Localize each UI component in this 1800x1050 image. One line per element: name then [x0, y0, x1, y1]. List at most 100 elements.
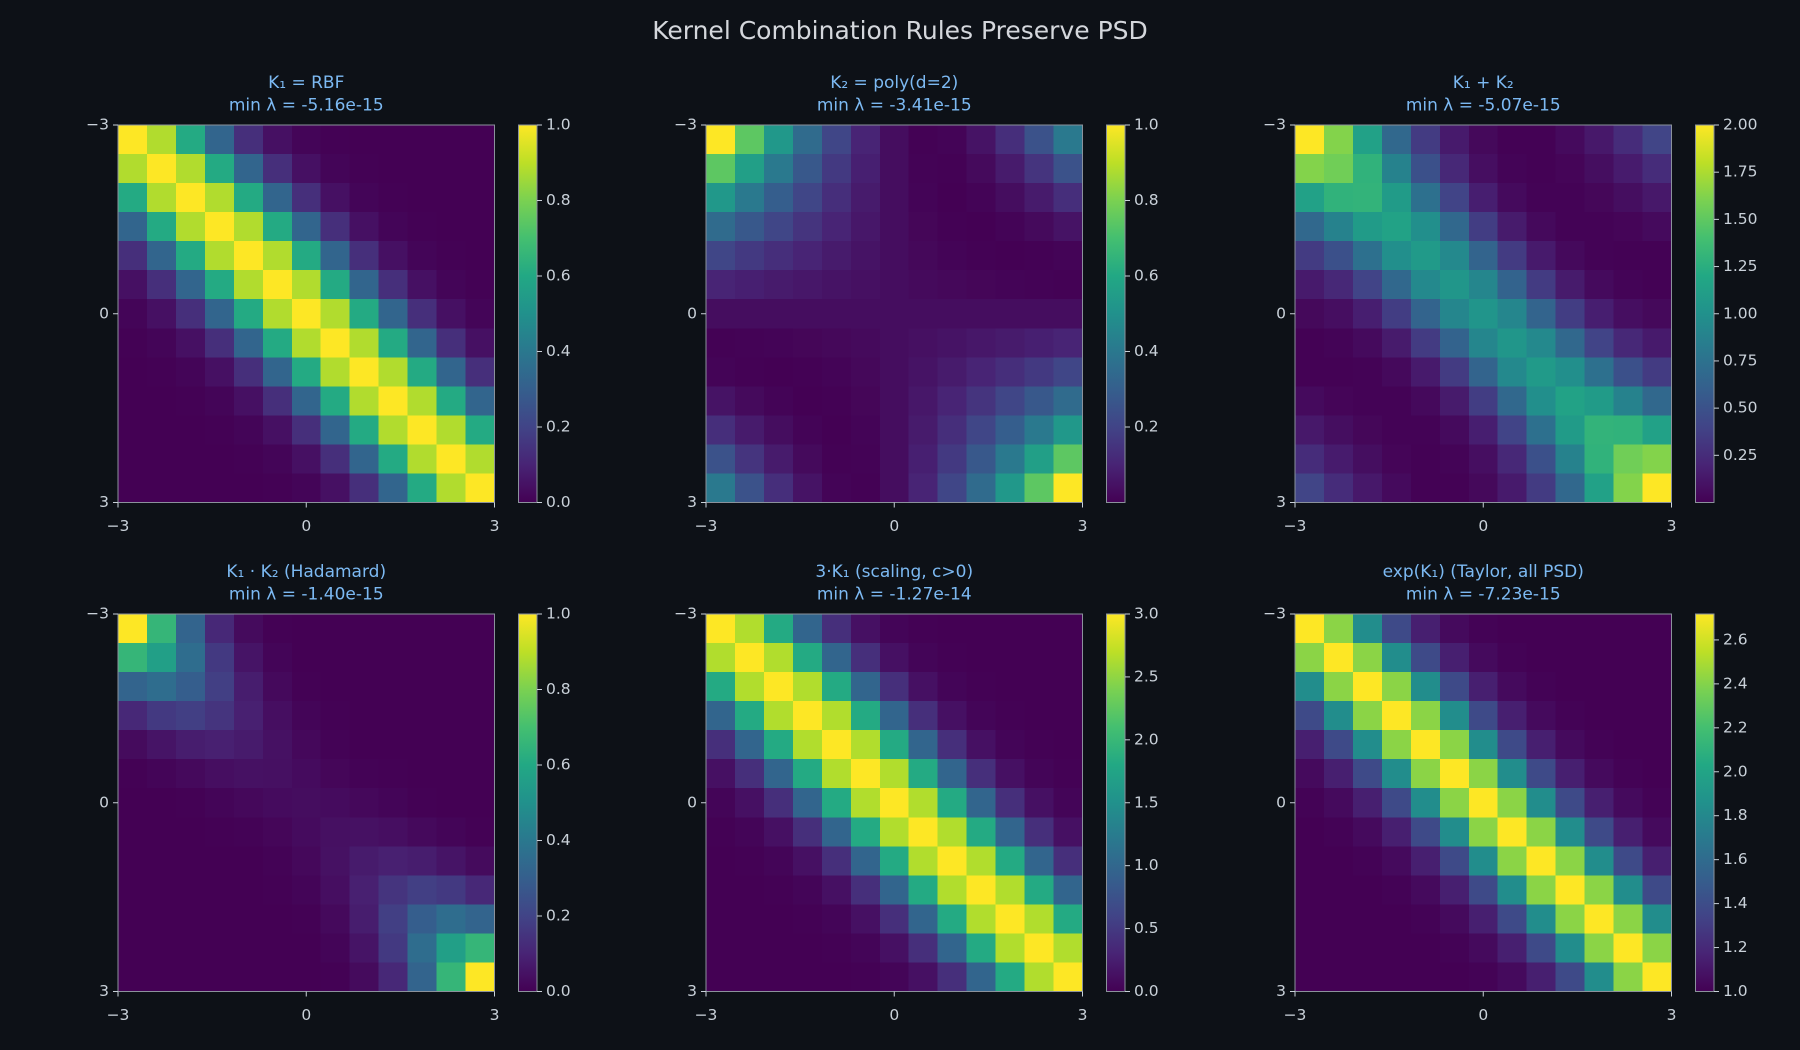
- heatmap-cell: [320, 875, 351, 905]
- heatmap-cell: [1613, 614, 1644, 644]
- heatmap-cell: [1642, 759, 1673, 789]
- heatmap-cell: [966, 299, 997, 329]
- heatmap-cell: [850, 154, 881, 184]
- heatmap-cell: [291, 614, 322, 644]
- heatmap-cell: [734, 241, 765, 271]
- heatmap-cell: [1468, 701, 1499, 731]
- heatmap-cell: [1410, 933, 1441, 964]
- heatmap-cell: [175, 125, 206, 155]
- heatmap-cell: [1024, 183, 1055, 213]
- heatmap-cell: [734, 875, 765, 905]
- heatmap-cell: [407, 386, 438, 416]
- heatmap-cell: [175, 270, 206, 300]
- heatmap-cell: [792, 270, 823, 300]
- heatmap-cell: [937, 759, 968, 789]
- heatmap-cell: [175, 643, 206, 673]
- heatmap-cell: [1642, 212, 1673, 242]
- heatmap-cell: [1584, 299, 1615, 329]
- heatmap-cell: [1642, 125, 1673, 155]
- heatmap-cell: [1555, 444, 1586, 475]
- heatmap-cell: [1642, 328, 1673, 358]
- heatmap-cell: [1053, 788, 1084, 818]
- colorbar: [1106, 614, 1125, 992]
- heatmap-cell: [908, 875, 939, 905]
- colorbar-frame: [518, 613, 538, 992]
- heatmap-cell: [436, 933, 467, 964]
- heatmap-cell: [465, 357, 496, 387]
- heatmap-cell: [146, 643, 177, 673]
- heatmap-cell: [1410, 154, 1441, 184]
- heatmap-cell: [233, 473, 264, 504]
- heatmap-cell: [966, 125, 997, 155]
- heatmap-cell: [1024, 933, 1055, 964]
- heatmap-cell: [1526, 701, 1557, 731]
- heatmap-cell: [1352, 241, 1383, 271]
- heatmap-cell: [908, 643, 939, 673]
- heatmap-cell: [850, 904, 881, 935]
- heatmap-cell: [262, 212, 293, 242]
- heatmap-cell: [1497, 415, 1528, 446]
- heatmap-cell: [1295, 183, 1325, 213]
- heatmap-cell: [291, 357, 322, 387]
- heatmap-cell: [204, 672, 235, 702]
- heatmap-cell: [966, 444, 997, 475]
- heatmap-cell: [407, 817, 438, 847]
- heatmap-cell: [995, 415, 1026, 446]
- heatmap-cell: [1555, 212, 1586, 242]
- heatmap-cell: [1584, 643, 1615, 673]
- heatmap-cell: [378, 212, 409, 242]
- heatmap-cell: [146, 730, 177, 760]
- heatmap-cell: [175, 473, 206, 504]
- heatmap-cell: [204, 241, 235, 271]
- heatmap-cell: [465, 846, 496, 876]
- heatmap-cell: [118, 643, 148, 673]
- heatmap-cell: [204, 643, 235, 673]
- heatmap-cell: [465, 328, 496, 358]
- heatmap-cell: [1642, 154, 1673, 184]
- heatmap-cell: [1497, 788, 1528, 818]
- heatmap-cell: [966, 183, 997, 213]
- heatmap: [1295, 125, 1673, 504]
- heatmap-cell: [966, 386, 997, 416]
- heatmap-cell: [1497, 904, 1528, 935]
- heatmap-cell: [1352, 759, 1383, 789]
- heatmap-cell: [706, 473, 736, 504]
- heatmap-cell: [734, 299, 765, 329]
- heatmap-cell: [204, 183, 235, 213]
- heatmap-cell: [1584, 701, 1615, 731]
- heatmap-cell: [1381, 933, 1412, 964]
- heatmap-cell: [1497, 933, 1528, 964]
- heatmap-cell: [821, 643, 852, 673]
- heatmap-cell: [706, 904, 736, 935]
- panel-subtitle: min λ = -1.40e-15: [229, 585, 384, 605]
- y-tick-label: 0: [99, 304, 109, 322]
- heatmap-cell: [1352, 183, 1383, 213]
- heatmap-cell: [1024, 415, 1055, 446]
- heatmap-cell: [1642, 357, 1673, 387]
- heatmap-cell: [1468, 154, 1499, 184]
- heatmap-cell: [734, 730, 765, 760]
- heatmap-cell: [1584, 386, 1615, 416]
- heatmap-cell: [966, 212, 997, 242]
- heatmap-cell: [908, 904, 939, 935]
- heatmap-cell: [706, 875, 736, 905]
- heatmap-cell: [320, 270, 351, 300]
- x-tick-label: 3: [1667, 517, 1677, 535]
- heatmap-cell: [1024, 357, 1055, 387]
- heatmap-cell: [879, 614, 910, 644]
- heatmap-cell: [1053, 730, 1084, 760]
- heatmap-cell: [436, 473, 467, 504]
- heatmap-cell: [908, 730, 939, 760]
- panel-title: K₁ + K₂: [1453, 73, 1514, 93]
- heatmap-cell: [1024, 875, 1055, 905]
- heatmap-cell: [1468, 730, 1499, 760]
- colorbar-tick-label: 3.0: [1134, 605, 1159, 623]
- heatmap-cell: [966, 415, 997, 446]
- heatmap-cell: [320, 444, 351, 475]
- heatmap-cell: [146, 154, 177, 184]
- heatmap-cell: [966, 933, 997, 964]
- y-tick-label: 0: [99, 793, 109, 811]
- heatmap-cell: [118, 788, 148, 818]
- heatmap-cell: [1584, 270, 1615, 300]
